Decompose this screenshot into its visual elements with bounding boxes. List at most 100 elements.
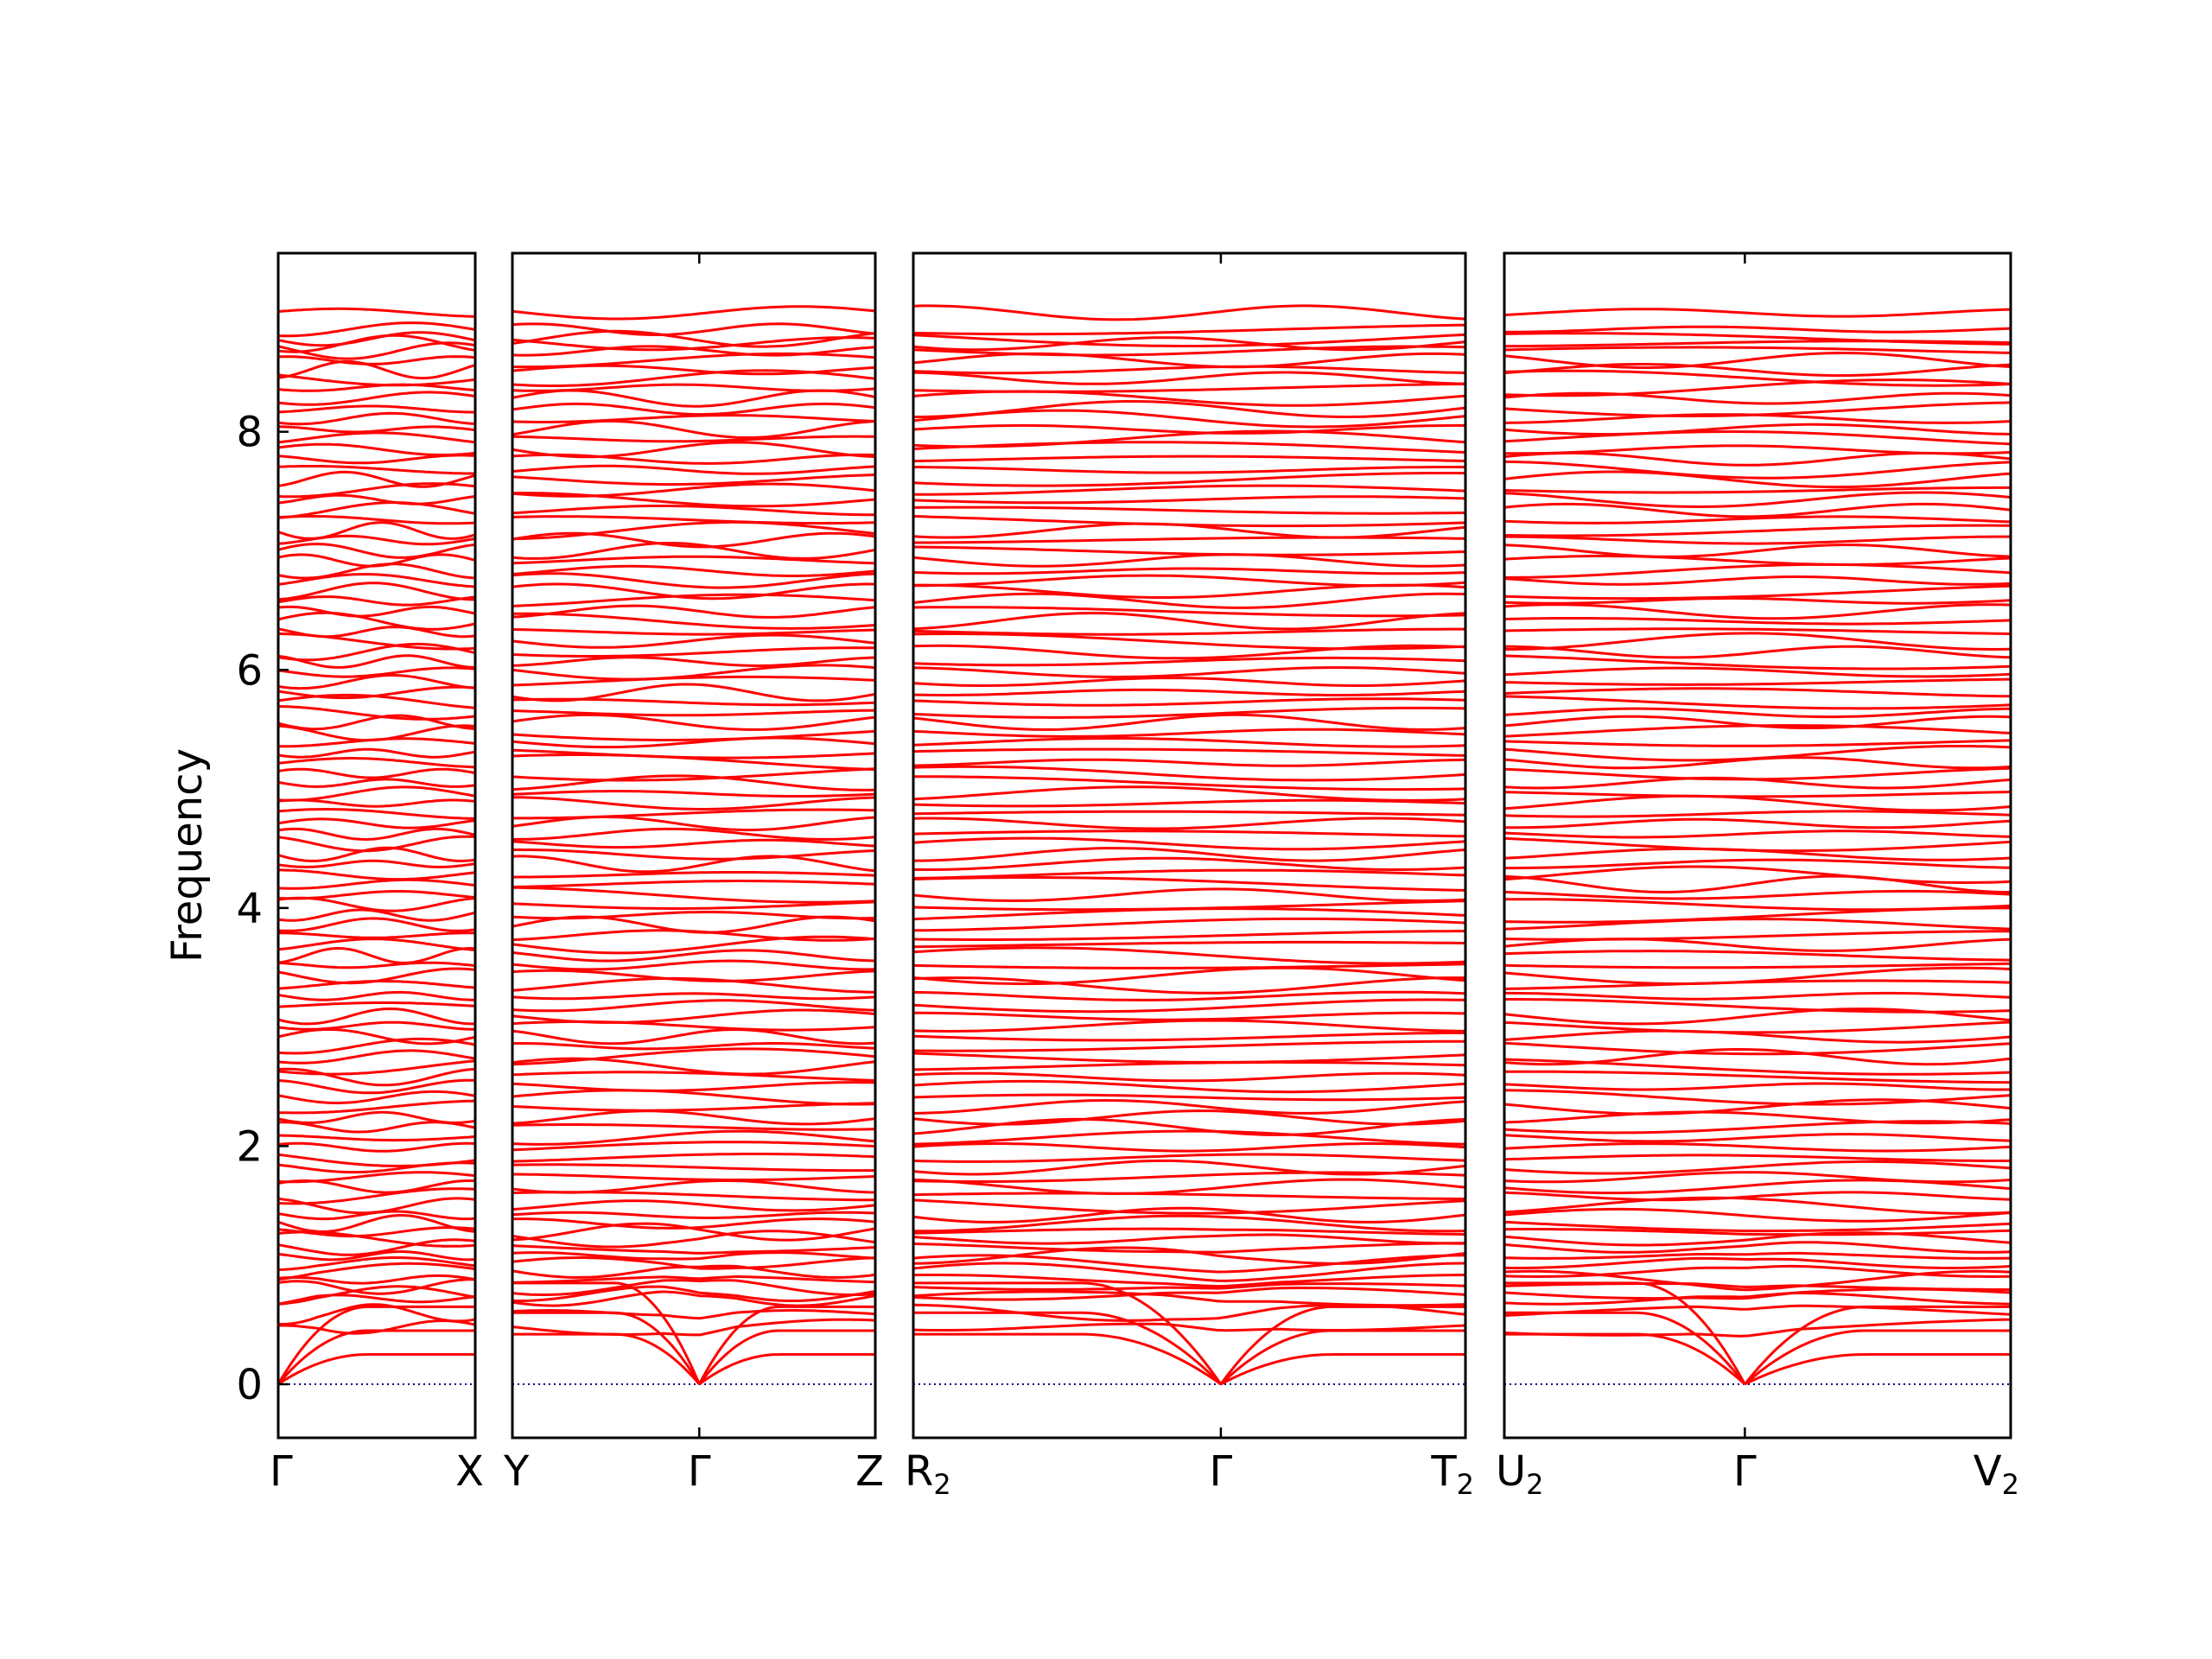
- band-line: [512, 1047, 875, 1066]
- band-line: [278, 1141, 475, 1153]
- y-tick-label: 2: [236, 1122, 263, 1171]
- band-line: [278, 1274, 475, 1285]
- band-line: [278, 605, 475, 618]
- band-line: [512, 1109, 875, 1126]
- band-line: [512, 646, 875, 658]
- band-line: [913, 1242, 1465, 1254]
- band-line: [1504, 632, 2011, 651]
- band-line: [1504, 1256, 2011, 1269]
- band-line: [1504, 962, 2011, 969]
- band-line: [913, 817, 1465, 830]
- band-line: [278, 808, 475, 820]
- band-line: [512, 492, 875, 508]
- band-line: [1504, 766, 2011, 781]
- band-line: [512, 305, 875, 321]
- band-line: [1504, 391, 2011, 405]
- band-line: [1504, 423, 2011, 436]
- band-line: [278, 1214, 475, 1233]
- band-line: [512, 402, 875, 416]
- band-line: [913, 1079, 1465, 1094]
- band-line: [278, 1007, 475, 1026]
- band-line: [512, 474, 875, 486]
- band-line: [913, 553, 1465, 568]
- acoustic-branch: [913, 1332, 1222, 1386]
- band-line: [512, 1318, 875, 1337]
- acoustic-branch: [512, 1281, 701, 1385]
- band-line: [278, 359, 475, 380]
- band-line: [1504, 1020, 2011, 1034]
- band-line: [512, 593, 875, 607]
- band-line: [512, 1217, 875, 1230]
- band-line: [1504, 666, 2011, 678]
- bands-panel-3: [913, 304, 1465, 1386]
- band-line: [278, 666, 475, 678]
- band-line: [512, 383, 875, 392]
- band-line: [512, 1028, 875, 1046]
- band-line: [1504, 1133, 2011, 1143]
- bands-panel-4: [1504, 308, 2011, 1386]
- panel-3: R2 Γ T2: [905, 251, 1474, 1501]
- band-line: [913, 810, 1465, 817]
- band-line: [512, 969, 875, 982]
- band-line: [512, 633, 875, 649]
- band-line: [1504, 950, 2011, 962]
- band-line: [1504, 563, 2011, 579]
- band-line: [278, 431, 475, 444]
- band-line: [278, 767, 475, 779]
- band-line: [278, 391, 475, 406]
- band-line: [913, 505, 1465, 515]
- band-line: [278, 817, 475, 830]
- band-line: [1504, 1251, 2011, 1260]
- band-line: [913, 1192, 1465, 1200]
- band-line: [913, 1099, 1465, 1115]
- band-line: [512, 849, 875, 861]
- y-tick-label: 4: [236, 885, 263, 933]
- band-line: [278, 1059, 475, 1076]
- x-tick-label: Z: [855, 1447, 884, 1496]
- band-line: [278, 1303, 475, 1325]
- band-line: [278, 1099, 475, 1115]
- band-line: [278, 1285, 475, 1306]
- band-line: [512, 542, 875, 560]
- band-line: [278, 1250, 475, 1262]
- band-line: [1504, 991, 2011, 1001]
- band-line: [1504, 1041, 2011, 1056]
- band-line: [913, 592, 1465, 609]
- acoustic-branch: [1504, 1281, 1746, 1385]
- band-line: [278, 442, 475, 456]
- band-line: [512, 628, 875, 636]
- band-line: [512, 1274, 875, 1284]
- acoustic-branch: [1220, 1353, 1465, 1386]
- acoustic-branch: [278, 1329, 475, 1385]
- band-line: [913, 940, 1465, 949]
- band-line: [512, 464, 875, 475]
- y-tick-label: 6: [236, 646, 263, 695]
- band-line: [512, 900, 875, 910]
- band-line: [278, 890, 475, 900]
- band-line: [913, 728, 1465, 738]
- band-line: [913, 713, 1465, 731]
- band-line: [913, 1052, 1465, 1064]
- band-line: [913, 1129, 1465, 1146]
- band-line: [512, 1141, 875, 1152]
- band-line: [913, 847, 1465, 862]
- acoustic-branch: [698, 1353, 875, 1386]
- band-line: [1504, 617, 2011, 626]
- band-line: [278, 1187, 475, 1205]
- band-line: [1504, 1196, 2011, 1215]
- y-tick-label: 0: [236, 1361, 263, 1409]
- band-line: [913, 472, 1465, 487]
- band-line: [512, 871, 875, 879]
- band-line: [1504, 695, 2011, 710]
- band-line: [512, 572, 875, 589]
- band-line: [913, 887, 1465, 902]
- band-line: [512, 774, 875, 791]
- band-line: [1504, 1191, 2011, 1202]
- band-line: [512, 336, 875, 352]
- x-tick-label: R2: [905, 1447, 951, 1501]
- band-line: [913, 1198, 1465, 1215]
- y-axis: 0 2 4 6 8: [236, 409, 289, 1409]
- band-line: [1504, 1110, 2011, 1125]
- band-line: [278, 757, 475, 769]
